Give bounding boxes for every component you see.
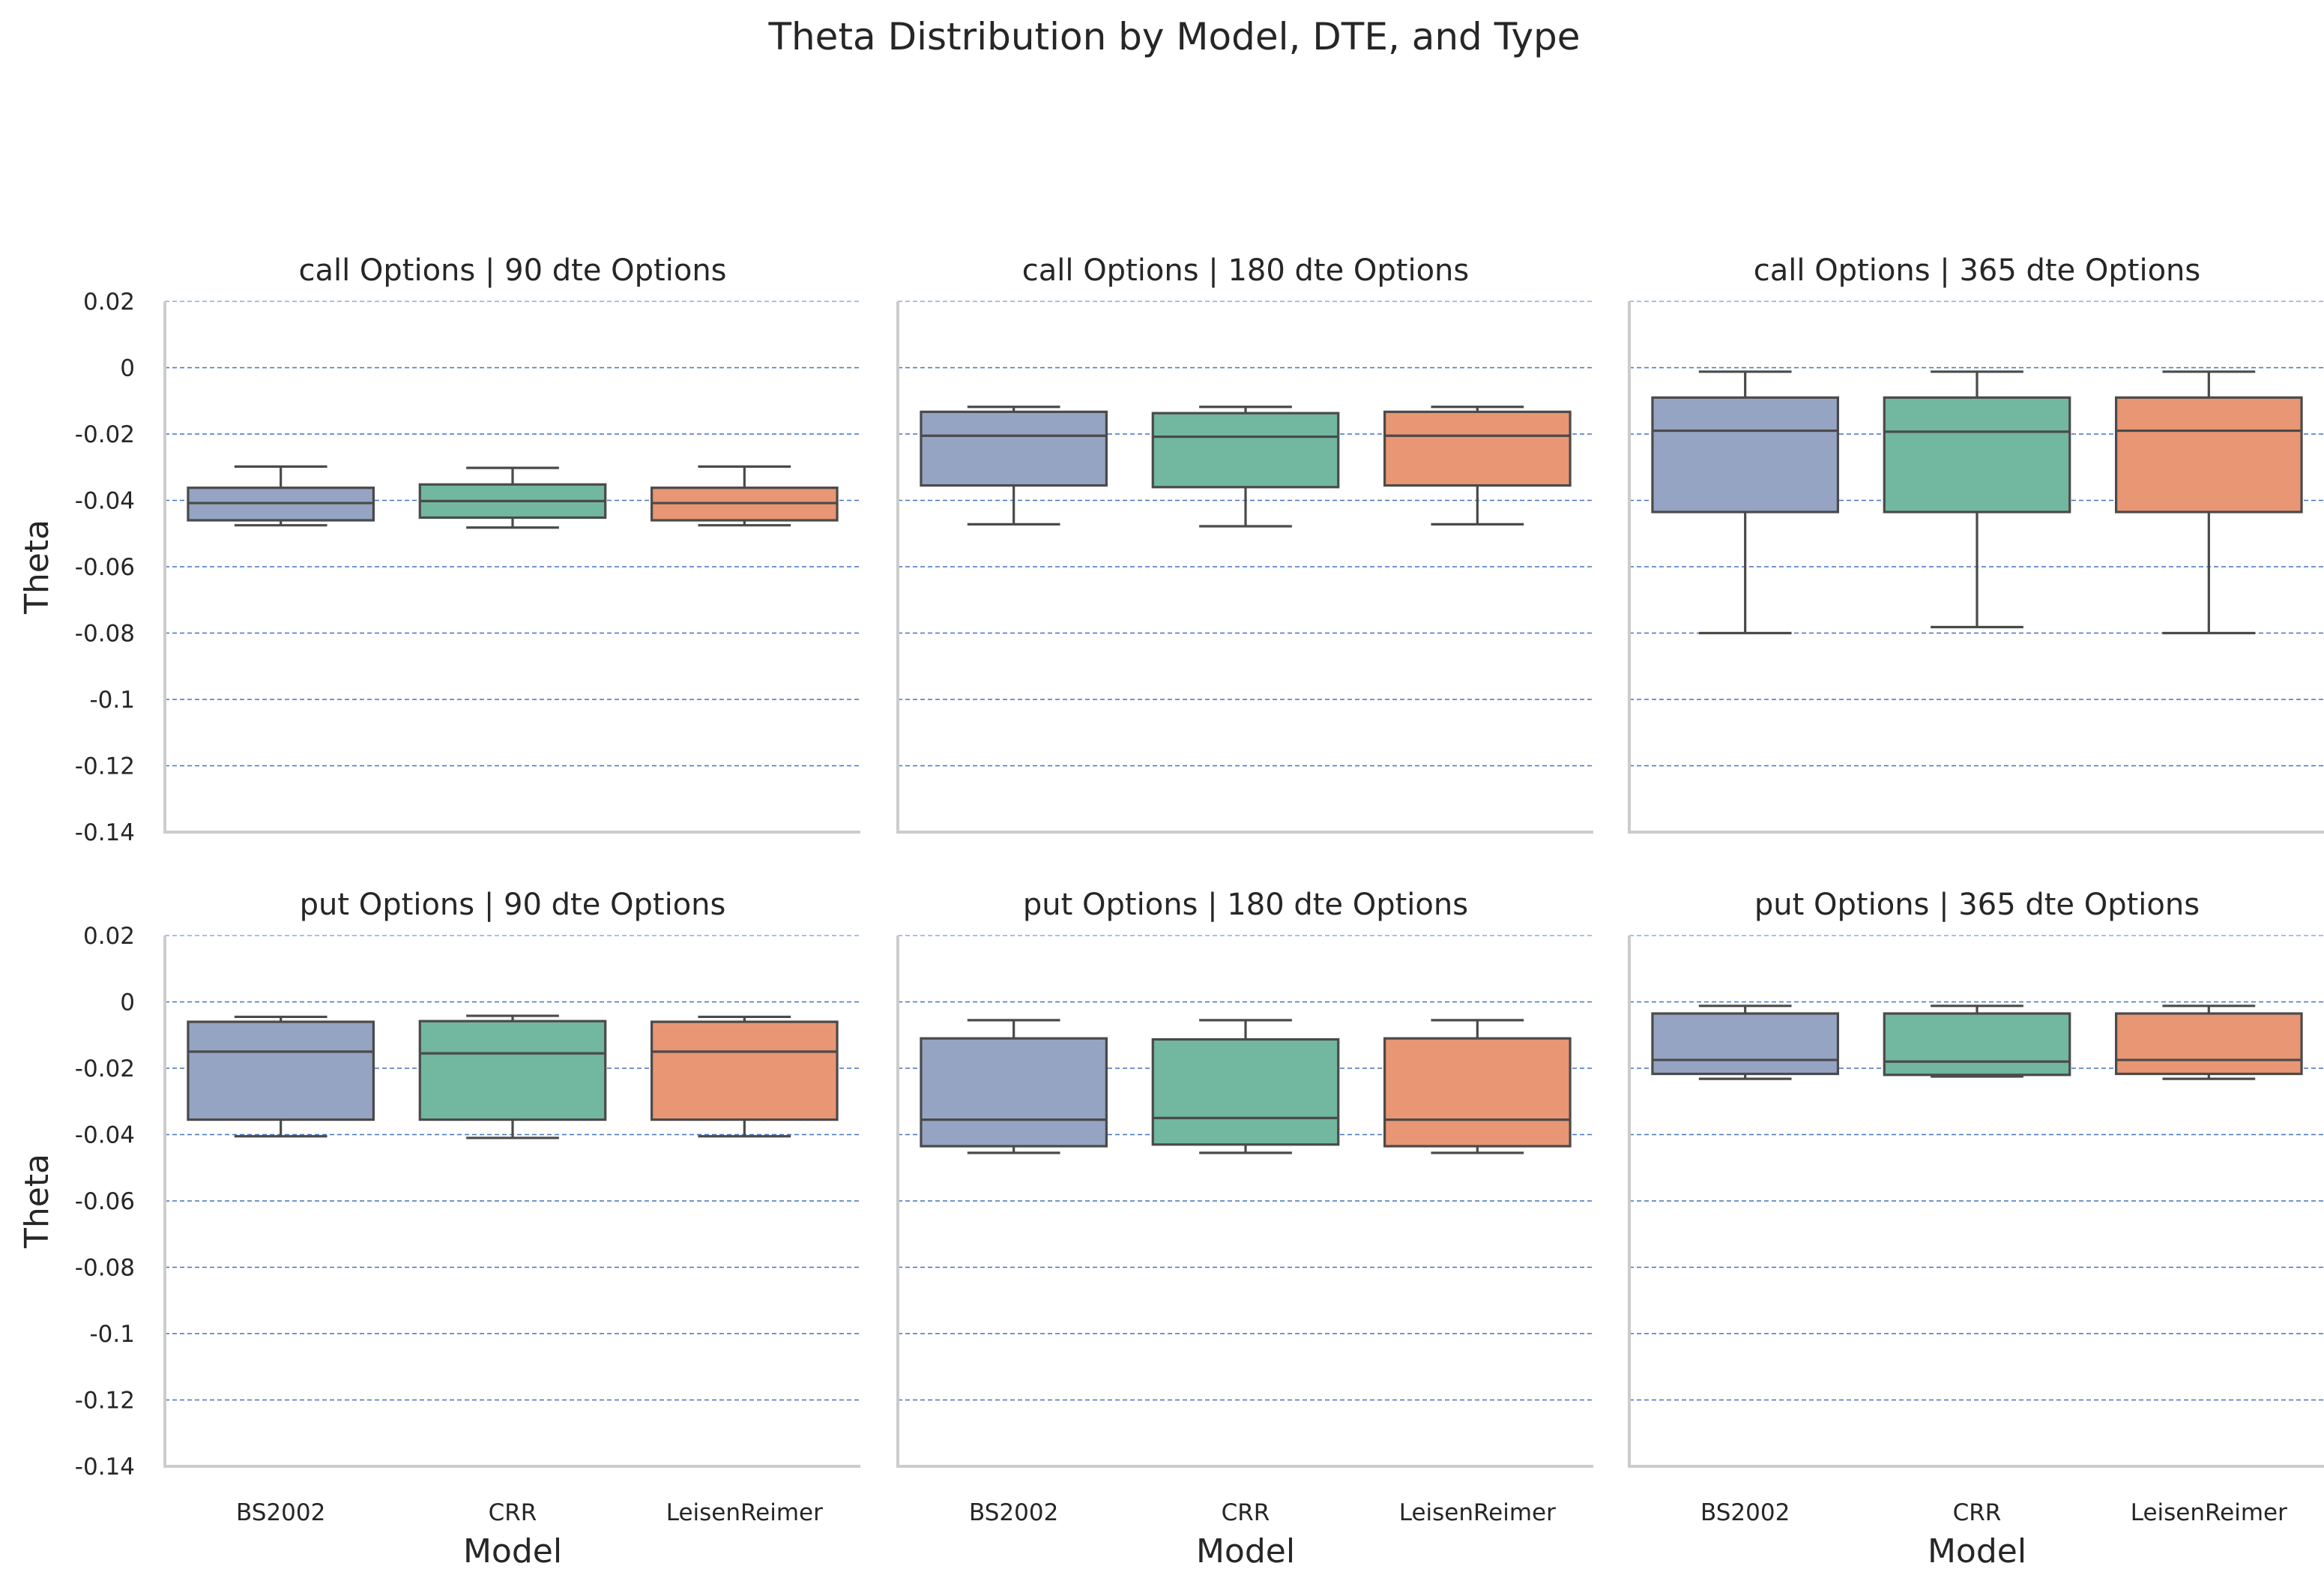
x-tick-label: CRR: [1953, 1499, 2002, 1526]
y-tick-label: -0.1: [90, 1321, 136, 1348]
y-tick-label: -0.12: [75, 1388, 135, 1415]
x-tick-label: BS2002: [969, 1499, 1058, 1526]
panel-title: call Options | 180 dte Options: [1022, 253, 1469, 288]
y-tick-label: 0.02: [83, 923, 135, 950]
y-tick-label: -0.1: [90, 687, 136, 714]
y-tick-label: -0.12: [75, 753, 135, 780]
box-CRR: [1151, 1038, 1340, 1146]
y-tick-label: -0.04: [75, 488, 135, 515]
x-tick-label: LeisenReimer: [666, 1499, 823, 1526]
y-tick-label: -0.06: [75, 1188, 135, 1215]
x-axis-label: Model: [1196, 1532, 1295, 1571]
x-tick-label: CRR: [1222, 1499, 1270, 1526]
x-axis-label: Model: [463, 1532, 562, 1571]
figure-title: Theta Distribution by Model, DTE, and Ty…: [767, 15, 1580, 58]
y-axis-label: Theta: [18, 1154, 56, 1249]
y-tick-label: 0: [120, 355, 135, 382]
panel-title: put Options | 180 dte Options: [1023, 888, 1468, 922]
panel-title: put Options | 90 dte Options: [300, 888, 726, 922]
panel-title: call Options | 365 dte Options: [1754, 253, 2200, 288]
box-CRR: [1883, 1012, 2071, 1076]
y-tick-label: 0.02: [83, 289, 135, 316]
y-tick-label: 0: [120, 990, 135, 1017]
box-BS2002: [1651, 396, 1840, 514]
box-LeisenReimer: [650, 1020, 839, 1121]
box-BS2002: [1651, 1012, 1840, 1076]
box-BS2002: [920, 410, 1108, 487]
x-tick-label: LeisenReimer: [1399, 1499, 1556, 1526]
y-tick-label: -0.02: [75, 421, 135, 448]
x-tick-label: CRR: [489, 1499, 537, 1526]
box-BS2002: [187, 1020, 375, 1121]
y-tick-label: -0.02: [75, 1055, 135, 1082]
x-axis-label: Model: [1928, 1532, 2026, 1571]
y-tick-label: -0.08: [75, 1255, 135, 1282]
y-tick-label: -0.06: [75, 554, 135, 581]
box-LeisenReimer: [1383, 410, 1572, 487]
y-axis-label: Theta: [18, 520, 56, 615]
box-CRR: [418, 1020, 607, 1121]
box-CRR: [1151, 412, 1340, 489]
y-tick-label: -0.08: [75, 621, 135, 648]
y-tick-label: -0.14: [75, 819, 135, 846]
x-tick-label: BS2002: [1700, 1499, 1790, 1526]
box-LeisenReimer: [2115, 1012, 2303, 1076]
y-tick-label: -0.04: [75, 1122, 135, 1149]
box-LeisenReimer: [2115, 396, 2303, 514]
panel-title: put Options | 365 dte Options: [1754, 888, 2200, 922]
x-tick-label: LeisenReimer: [2131, 1499, 2287, 1526]
x-tick-label: BS2002: [236, 1499, 325, 1526]
box-CRR: [1883, 396, 2071, 514]
panel-title: call Options | 90 dte Options: [298, 253, 726, 288]
y-tick-label: -0.14: [75, 1454, 135, 1481]
box-LeisenReimer: [1383, 1037, 1572, 1148]
box-BS2002: [920, 1037, 1108, 1148]
